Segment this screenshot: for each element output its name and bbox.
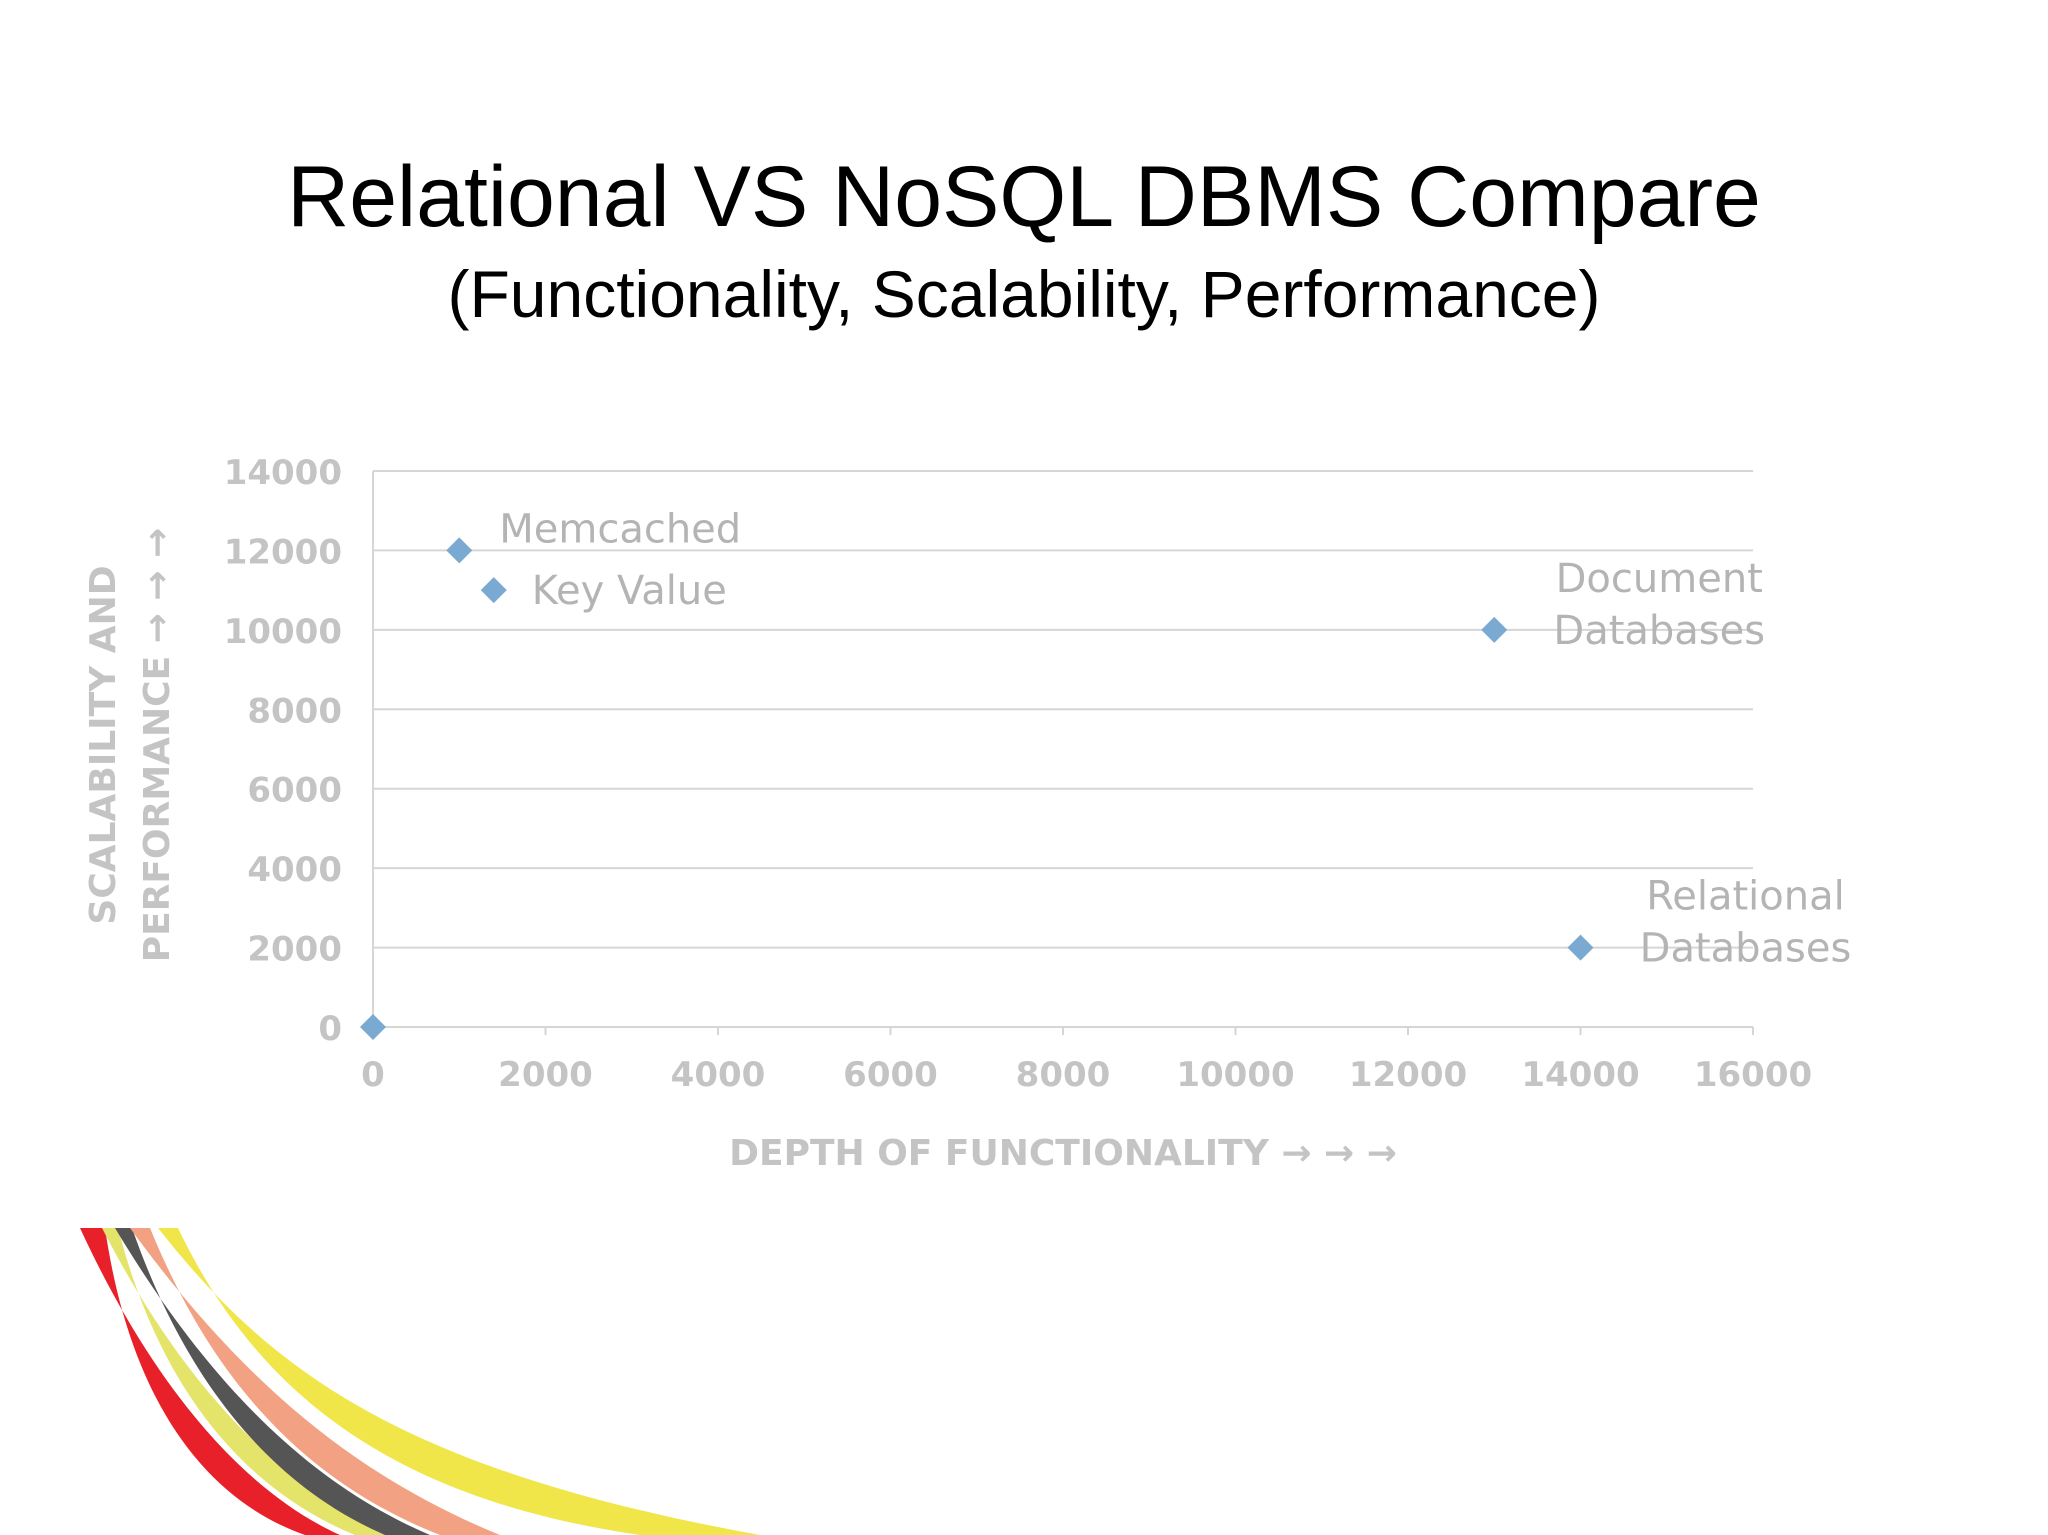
- x-tick-label: 2000: [498, 1055, 593, 1095]
- x-tick-label: 4000: [671, 1055, 766, 1095]
- chart-axes: [372, 471, 1753, 1028]
- data-point-label: Databases: [1553, 608, 1765, 654]
- x-axis-title: DEPTH OF FUNCTIONALITY → → →: [729, 1133, 1397, 1174]
- x-tick-label: 10000: [1176, 1055, 1294, 1095]
- y-axis-title-line-2: PERFORMANCE → → →: [137, 528, 178, 963]
- slide-title: Relational VS NoSQL DBMS Compare: [287, 149, 1761, 245]
- x-tick-label: 16000: [1694, 1055, 1812, 1095]
- x-tick-labels: 0 2000 4000 6000 8000 10000 12000 14000 16000: [361, 1055, 1812, 1095]
- data-points: [360, 537, 1594, 1040]
- scatter-chart: 0 2000 4000 6000 8000 10000 12000 14000 0 2000 40…: [83, 453, 1851, 1174]
- y-tick-label: 14000: [224, 453, 342, 493]
- data-point-label: Memcached: [499, 506, 741, 552]
- decorative-swoosh: [80, 1228, 760, 1535]
- data-point-labels: Memcached Key Value Document Databases Relat…: [499, 506, 1851, 971]
- swoosh-band-yellow: [158, 1228, 760, 1535]
- y-tick-label: 4000: [247, 850, 342, 890]
- data-point-marker: [360, 1014, 386, 1040]
- data-point-label: Document: [1556, 556, 1763, 602]
- y-tick-label: 8000: [247, 691, 342, 731]
- y-axis-title-line-1: SCALABILITY AND: [83, 565, 124, 924]
- y-axis-title: SCALABILITY AND PERFORMANCE → → →: [83, 528, 178, 963]
- data-point-marker: [446, 537, 473, 564]
- x-tick-label: 12000: [1349, 1055, 1467, 1095]
- y-tick-label: 12000: [224, 532, 342, 572]
- data-point-label: Databases: [1640, 926, 1852, 972]
- x-tick-label: 8000: [1016, 1055, 1111, 1095]
- y-tick-label: 10000: [224, 612, 342, 652]
- x-tick-label: 0: [361, 1055, 385, 1095]
- y-tick-labels: 0 2000 4000 6000 8000 10000 12000 14000: [224, 453, 342, 1049]
- chart-gridlines: [372, 470, 1754, 1035]
- y-tick-label: 0: [318, 1009, 342, 1049]
- data-point-label: Relational: [1646, 874, 1844, 920]
- slide-subtitle: (Functionality, Scalability, Performance…: [447, 257, 1601, 331]
- x-tick-label: 6000: [843, 1055, 938, 1095]
- data-point-marker: [480, 577, 507, 604]
- swoosh-band-red: [80, 1228, 340, 1535]
- x-tick-label: 14000: [1521, 1055, 1639, 1095]
- data-point-label: Key Value: [532, 568, 727, 614]
- data-point-marker: [1567, 934, 1594, 961]
- y-tick-label: 2000: [247, 930, 342, 970]
- data-point-marker: [1481, 616, 1508, 643]
- y-tick-label: 6000: [247, 771, 342, 811]
